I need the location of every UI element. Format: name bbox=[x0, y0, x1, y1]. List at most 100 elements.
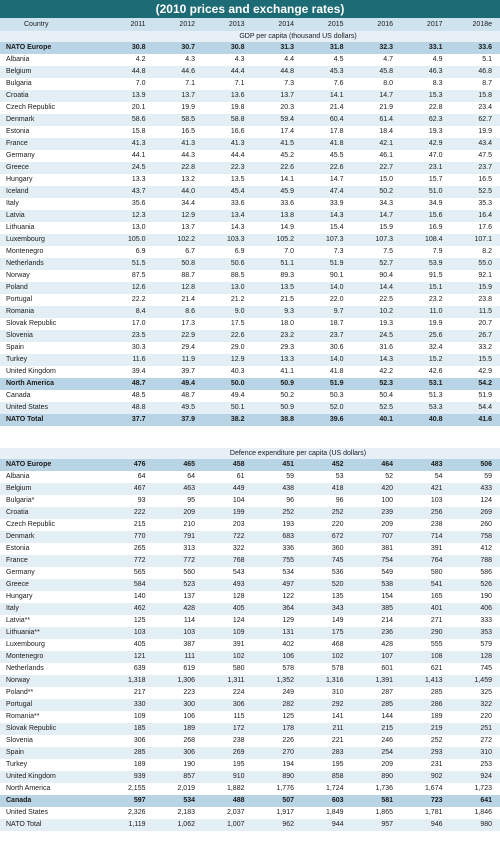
cell-value: 22.6 bbox=[230, 332, 245, 339]
cell-value: 10.2 bbox=[379, 308, 393, 315]
cell-value: 125 bbox=[133, 617, 146, 624]
cell-value: 220 bbox=[480, 713, 492, 720]
cell-value: 449 bbox=[232, 485, 245, 492]
cell-value: 8.3 bbox=[432, 80, 443, 87]
country: Slovak Republic bbox=[6, 320, 57, 327]
cell-value: 24.5 bbox=[131, 164, 146, 171]
country: Estonia bbox=[6, 128, 30, 135]
country: Slovak Republic bbox=[6, 725, 57, 732]
country: Lithuania bbox=[6, 224, 35, 231]
cell-value: 40.3 bbox=[230, 368, 245, 375]
cell-value: 39.4 bbox=[131, 368, 146, 375]
cell-value: 283 bbox=[331, 749, 344, 756]
cell-value: 38.8 bbox=[280, 416, 294, 423]
cell-value: 764 bbox=[430, 557, 443, 564]
table-row: France 772 772 768 755 745 754 764 788 bbox=[0, 555, 500, 567]
cell-value: 723 bbox=[430, 797, 443, 804]
country: Croatia bbox=[6, 509, 29, 516]
cell-value: 412 bbox=[480, 545, 492, 552]
cell-value: 29.4 bbox=[181, 344, 195, 351]
cell-value: 33.9 bbox=[329, 200, 344, 207]
cell-value: 322 bbox=[232, 545, 245, 552]
cell-value: 41.8 bbox=[329, 140, 344, 147]
cell-value: 111 bbox=[184, 653, 195, 660]
cell-value: 1,062 bbox=[177, 821, 195, 828]
cell-value: 381 bbox=[381, 545, 393, 552]
cell-value: 15.5 bbox=[478, 356, 492, 363]
cell-value: 246 bbox=[381, 737, 393, 744]
cell-value: 1,459 bbox=[474, 677, 492, 684]
country: Estonia bbox=[6, 545, 30, 552]
cell-value: 21.4 bbox=[181, 296, 195, 303]
cell-value: 269 bbox=[232, 749, 245, 756]
cell-value: 220 bbox=[331, 521, 344, 528]
cell-value: 14.0 bbox=[329, 284, 344, 291]
cell-value: 523 bbox=[183, 581, 195, 588]
cell-value: 15.0 bbox=[379, 176, 393, 183]
cell-value: 149 bbox=[331, 617, 344, 624]
cell-value: 6.9 bbox=[135, 248, 146, 255]
cell-value: 50.9 bbox=[280, 404, 294, 411]
cell-value: 35.3 bbox=[478, 200, 492, 207]
cell-value: 560 bbox=[183, 569, 195, 576]
cell-value: 46.1 bbox=[379, 152, 393, 159]
cell-value: 59.4 bbox=[280, 116, 294, 123]
cell-value: 433 bbox=[480, 485, 492, 492]
cell-value: 239 bbox=[381, 509, 393, 516]
table-row: NATO Total 37.7 37.9 38.2 38.8 39.6 40.1 40.8 41… bbox=[0, 414, 500, 426]
cell-value: 215 bbox=[133, 521, 146, 528]
country: Czech Republic bbox=[6, 104, 56, 111]
column-label: 2011 bbox=[130, 21, 146, 28]
cell-value: 209 bbox=[381, 761, 393, 768]
cell-value: 24.5 bbox=[379, 332, 393, 339]
section: Defence expenditure per capita (US dolla… bbox=[0, 448, 500, 831]
cell-value: 108 bbox=[430, 653, 443, 660]
cell-value: 962 bbox=[282, 821, 294, 828]
cell-value: 12.9 bbox=[230, 356, 245, 363]
cell-value: 683 bbox=[282, 533, 294, 540]
table-row: Iceland 43.7 44.0 45.4 45.9 47.4 50.2 51.0 52.5 bbox=[0, 186, 500, 198]
table-row: Slovak Republic 17.0 17.3 17.5 18.0 18.7 19.3 1… bbox=[0, 318, 500, 330]
cell-value: 15.1 bbox=[428, 284, 443, 291]
cell-value: 2,326 bbox=[127, 809, 146, 816]
cell-value: 58.6 bbox=[131, 116, 146, 123]
cell-value: 418 bbox=[331, 485, 344, 492]
cell-value: 59 bbox=[484, 473, 492, 480]
cell-value: 256 bbox=[430, 509, 443, 516]
cell-value: 53.9 bbox=[428, 260, 443, 267]
country: Luxembourg bbox=[6, 641, 45, 648]
country: Czech Republic bbox=[6, 521, 56, 528]
country: Slovenia bbox=[6, 737, 33, 744]
cell-value: 44.1 bbox=[131, 152, 146, 159]
country: France bbox=[6, 140, 28, 147]
cell-value: 581 bbox=[381, 797, 393, 804]
table-row: Norway 87.5 88.7 88.5 89.3 90.1 90.4 91.5 92.1 bbox=[0, 270, 500, 282]
cell-value: 458 bbox=[232, 461, 245, 468]
cell-value: 33.6 bbox=[280, 200, 294, 207]
country: Germany bbox=[6, 152, 35, 159]
cell-value: 50.3 bbox=[329, 392, 344, 399]
cell-value: 402 bbox=[282, 641, 294, 648]
cell-value: 578 bbox=[331, 665, 344, 672]
cell-value: 102 bbox=[232, 653, 245, 660]
cell-value: 54.4 bbox=[478, 404, 492, 411]
cell-value: 23.8 bbox=[478, 296, 492, 303]
cell-value: 9.0 bbox=[234, 308, 245, 315]
cell-value: 7.3 bbox=[284, 80, 294, 87]
cell-value: 428 bbox=[381, 641, 393, 648]
cell-value: 14.1 bbox=[329, 92, 344, 99]
cell-value: 13.3 bbox=[131, 176, 146, 183]
cell-value: 51.0 bbox=[428, 188, 443, 195]
table-row: Poland** 217 223 224 249 310 287 285 325 bbox=[0, 687, 500, 699]
cell-value: 23.7 bbox=[478, 164, 492, 171]
cell-value: 2,183 bbox=[177, 809, 195, 816]
cell-value: 17.3 bbox=[181, 320, 195, 327]
country: United States bbox=[6, 809, 49, 816]
cell-value: 124 bbox=[480, 497, 492, 504]
cell-value: 23.2 bbox=[280, 332, 294, 339]
cell-value: 50.2 bbox=[280, 392, 294, 399]
cell-value: 58.5 bbox=[181, 116, 195, 123]
cell-value: 549 bbox=[381, 569, 393, 576]
cell-value: 194 bbox=[282, 761, 294, 768]
cell-value: 536 bbox=[331, 569, 344, 576]
